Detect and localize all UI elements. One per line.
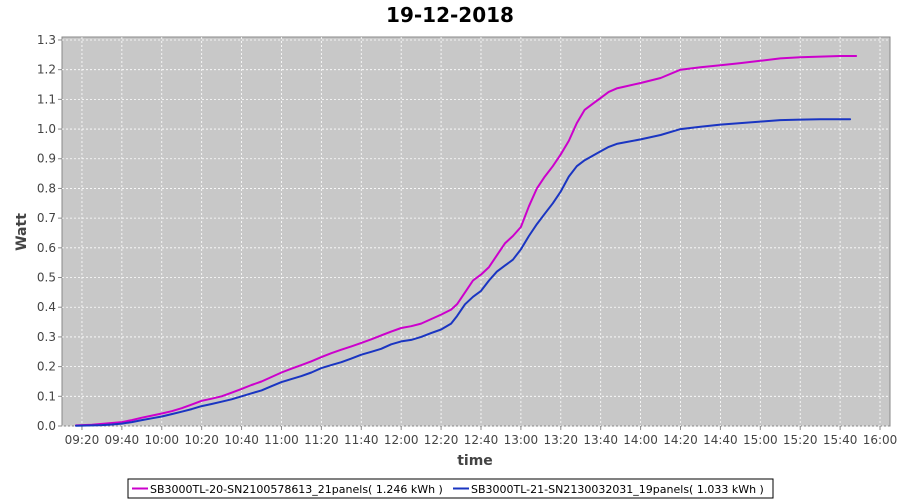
y-tick-label: 0.9: [37, 152, 56, 166]
x-tick-label: 10:40: [224, 433, 259, 447]
y-tick-label: 1.1: [37, 92, 56, 106]
x-tick-label: 13:20: [543, 433, 578, 447]
y-tick-label: 0.8: [37, 181, 56, 195]
x-tick-label: 13:40: [583, 433, 618, 447]
x-tick-label: 12:00: [384, 433, 419, 447]
y-axis-ticks: 0.0 0.1 0.2 0.3 0.4 0.5 0.6 0.7 0.8 0.9 1.0 1.1 1.2 1…: [37, 33, 62, 433]
legend: SB3000TL-20-SN2100578613_21panels( 1.246…: [127, 478, 774, 499]
x-tick-label: 15:20: [783, 433, 818, 447]
x-tick-label: 10:00: [144, 433, 179, 447]
y-tick-label: 1.2: [37, 63, 56, 77]
y-tick-label: 0.3: [37, 330, 56, 344]
legend-box: [127, 478, 774, 499]
x-tick-label: 11:20: [304, 433, 339, 447]
y-tick-label: 0.2: [37, 360, 56, 374]
y-tick-label: 0.5: [37, 271, 56, 285]
y-tick-label: 1.3: [37, 33, 56, 47]
legend-label-series-2: SB3000TL-21-SN2130032031_19panels( 1.033…: [471, 483, 764, 496]
x-tick-label: 12:40: [464, 433, 499, 447]
y-tick-label: 0.1: [37, 389, 56, 403]
plot-area: [61, 36, 891, 427]
series-line-2: [75, 118, 852, 427]
chart-title: 19-12-2018: [386, 3, 514, 27]
x-tick-label: 12:20: [424, 433, 459, 447]
y-tick-label: 0.7: [37, 211, 56, 225]
x-tick-label: 09:20: [65, 433, 100, 447]
x-tick-label: 15:40: [823, 433, 858, 447]
x-axis-ticks: 09:20 09:40 10:00 10:20 10:40 11:00 11:20 11:40…: [65, 426, 898, 447]
series-line-1: [75, 55, 858, 427]
x-tick-label: 10:20: [184, 433, 219, 447]
x-tick-label: 11:40: [344, 433, 379, 447]
grid-lines: [62, 37, 890, 427]
x-tick-label: 14:00: [623, 433, 658, 447]
x-axis-label: time: [457, 453, 493, 469]
x-tick-label: 15:00: [743, 433, 778, 447]
y-tick-label: 0.4: [37, 300, 56, 314]
y-tick-label: 0.0: [37, 419, 56, 433]
x-tick-label: 13:00: [504, 433, 539, 447]
x-tick-label: 11:00: [264, 433, 299, 447]
legend-label-series-1: SB3000TL-20-SN2100578613_21panels( 1.246…: [150, 483, 443, 496]
x-tick-label: 14:40: [703, 433, 738, 447]
y-tick-label: 0.6: [37, 241, 56, 255]
series-lines: [75, 55, 858, 427]
x-tick-label: 09:40: [105, 433, 140, 447]
x-tick-label: 14:20: [663, 433, 698, 447]
y-tick-label: 1.0: [37, 122, 56, 136]
y-axis-label: Watt: [14, 213, 30, 251]
x-tick-label: 16:00: [863, 433, 898, 447]
